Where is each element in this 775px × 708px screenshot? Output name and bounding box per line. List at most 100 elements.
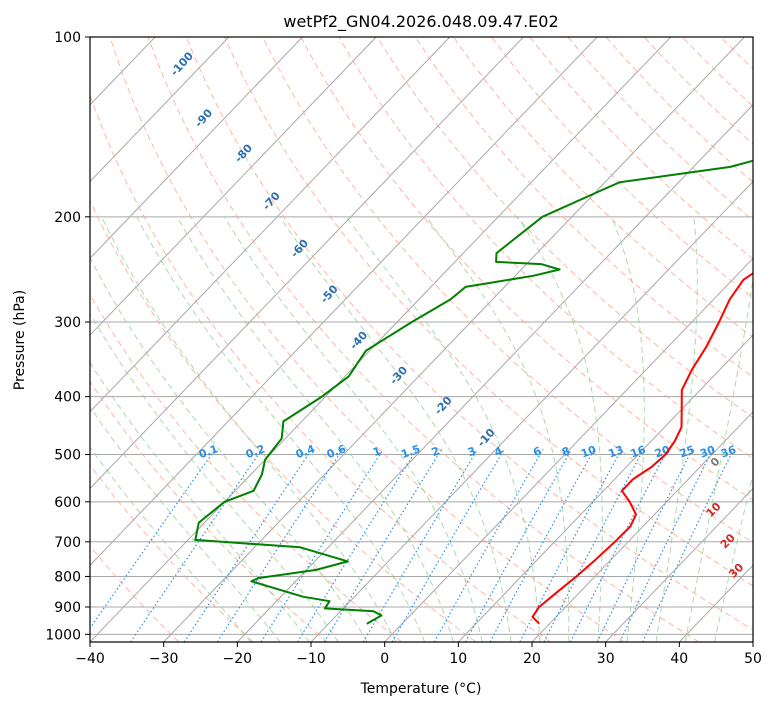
x-tick-label: −20 [223,651,253,667]
moist-adiabat [136,216,426,642]
dry-adiabat [491,37,753,299]
mixing-ratio-label: 3 [466,444,478,459]
moist-adiabat [517,216,603,642]
y-axis-label: Pressure (hPa) [12,290,28,390]
dry-adiabat [185,37,753,631]
mixing-ratio-line [519,449,622,642]
moist-adiabat [101,216,397,642]
moist-adiabat [90,361,310,642]
plot-area: 0.1 0.2 0.4 0.6 1 1.5 2 3 4 6 8 10 13 16 20 25 30 36-100-… [90,37,771,642]
mixing-ratio-line [323,448,443,642]
mixing-ratio-label: 1.5 [399,442,422,461]
dry-adiabat [224,37,753,587]
moist-adiabat [90,405,281,642]
mixing-ratio-label: 2 [430,444,442,459]
mixing-ratio-label: 0.6 [325,442,348,461]
dry-adiabat [90,93,551,642]
x-tick-label: −40 [75,651,105,667]
isotherm-line [163,37,745,642]
mixing-ratio-line [391,448,505,642]
mixing-ratio-label: 0.2 [244,442,267,461]
x-tick-label: 0 [380,651,389,667]
sounding-series [194,159,753,625]
dry-adiabat [90,293,403,642]
dry-adiabat [376,37,753,419]
dry-adiabat [147,37,700,642]
mixing-ratio-label: 20 [653,443,672,461]
mixing-ratio-label: 4 [493,444,505,459]
mixing-ratio-label: 36 [719,443,738,461]
temperature-profile-line [531,272,753,625]
mixing-ratio-line [489,449,595,642]
isotherm-line [236,104,753,642]
moist-adiabat [90,312,339,642]
x-tick-label: 20 [523,651,541,667]
moist-adiabat-label: 40 [751,588,771,608]
mixing-ratio-line [130,448,263,642]
mixing-ratio-label: 1 [371,444,383,459]
mixing-ratio-label: 8 [560,444,572,459]
x-tick-label: 50 [744,651,762,667]
moist-adiabat [176,216,454,642]
mixing-ratio-line [619,449,714,642]
mixing-ratio-line [642,449,735,642]
isotherm-line [90,37,451,413]
mixing-ratio-label: 13 [607,443,626,460]
moist-adiabat [223,216,483,642]
dry-adiabat [109,37,625,642]
moist-adiabat [279,216,512,642]
dry-adiabats [90,37,753,642]
y-tick-label: 400 [54,390,81,406]
isotherm-line [90,37,672,642]
y-tick-label: 300 [54,315,81,331]
moist-adiabat [345,216,541,642]
isotherm-line [90,37,230,183]
isotherm-line [310,180,753,642]
isotherm-line [605,487,753,642]
x-tick-label: −10 [296,651,326,667]
x-tick-label: 40 [670,651,688,667]
plot-frame [89,36,754,643]
isotherm-grid [90,37,753,642]
moist-adiabats [90,216,753,642]
x-tick-label: 10 [449,651,467,667]
x-axis-ticks: −40 −30 −20 −10 0 10 20 30 40 50 [75,642,762,667]
dewpoint-profile-line [194,159,753,625]
x-tick-label: −30 [149,651,179,667]
moist-adiabat [655,216,698,642]
mixing-ratio-label: 10 [579,443,598,461]
y-tick-label: 1000 [45,627,81,643]
mixing-ratio-label: 30 [698,443,717,461]
moist-adiabat [684,275,753,642]
chart-title: wetPf2_GN04.2026.048.09.47.E02 [283,12,558,32]
y-tick-label: 500 [54,448,81,464]
dry-adiabat [300,37,753,501]
isotherm-line [384,257,753,642]
mixing-ratio-line [260,448,384,642]
y-tick-label: 900 [54,600,81,616]
mixing-ratio-label: 6 [531,444,543,459]
moist-adiabat [611,216,645,642]
mixing-ratio-label: 0.1 [197,442,220,461]
dry-adiabat [262,37,753,544]
dry-adiabat [90,199,477,642]
mixing-ratio-line [183,448,313,642]
y-tick-label: 600 [54,495,81,511]
mixing-ratio-lines [90,448,735,642]
y-tick-label: 700 [54,535,81,551]
isotherm-line [457,334,753,642]
mixing-ratio-label: 16 [629,443,648,461]
dry-adiabat [90,464,254,642]
mixing-ratio-line [216,448,344,642]
y-axis-ticks: 100 200 300 400 500 600 700 800 900 1000 [45,30,90,643]
dry-adiabat [90,380,328,642]
dry-adiabat [338,37,753,460]
isotherm-line [90,37,377,336]
mixing-ratio-label: 25 [678,443,697,460]
dry-adiabat [414,37,753,378]
mixing-ratio-line [362,448,479,642]
isotherm-line [90,37,303,260]
